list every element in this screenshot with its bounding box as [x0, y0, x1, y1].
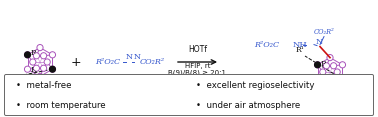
Circle shape	[38, 46, 42, 49]
Circle shape	[324, 75, 329, 81]
Text: R²O₂C: R²O₂C	[95, 58, 120, 66]
Circle shape	[30, 59, 36, 65]
Text: •  excellent regioselectivity: • excellent regioselectivity	[196, 82, 314, 91]
Circle shape	[316, 63, 319, 67]
Text: NH: NH	[292, 41, 307, 49]
Circle shape	[50, 66, 55, 72]
Circle shape	[34, 66, 38, 70]
Circle shape	[331, 63, 336, 69]
Text: CO₂R²: CO₂R²	[314, 28, 335, 36]
Text: HOTf: HOTf	[188, 45, 207, 54]
Circle shape	[341, 63, 344, 67]
Circle shape	[334, 69, 340, 75]
Text: R: R	[321, 60, 326, 68]
Circle shape	[51, 67, 54, 71]
Circle shape	[339, 76, 345, 82]
FancyBboxPatch shape	[5, 75, 373, 115]
Circle shape	[339, 76, 345, 82]
Circle shape	[41, 53, 46, 59]
Circle shape	[25, 52, 30, 58]
Text: R: R	[321, 76, 326, 84]
Text: CO₂R²: CO₂R²	[140, 58, 165, 66]
Circle shape	[341, 77, 344, 81]
Circle shape	[38, 75, 42, 78]
Circle shape	[50, 66, 55, 72]
Text: R²O₂C: R²O₂C	[254, 41, 279, 49]
Circle shape	[325, 64, 328, 68]
Text: •  under air atmosphere: • under air atmosphere	[196, 101, 300, 110]
Circle shape	[316, 77, 319, 81]
Circle shape	[37, 73, 43, 79]
Text: B(9)/B(8) ≥ 20:1: B(9)/B(8) ≥ 20:1	[169, 70, 226, 77]
Circle shape	[332, 64, 335, 68]
Circle shape	[324, 63, 329, 69]
Text: N: N	[125, 53, 133, 61]
Circle shape	[34, 54, 38, 58]
Circle shape	[314, 62, 321, 68]
Circle shape	[314, 62, 321, 68]
Text: R¹: R¹	[7, 77, 16, 85]
Circle shape	[335, 70, 339, 74]
Text: •  metal-free: • metal-free	[16, 82, 71, 91]
Circle shape	[331, 75, 336, 81]
Circle shape	[51, 53, 54, 57]
Circle shape	[321, 70, 325, 74]
Circle shape	[44, 59, 50, 65]
Circle shape	[31, 60, 35, 64]
Circle shape	[34, 65, 39, 71]
Circle shape	[37, 45, 43, 50]
Circle shape	[50, 52, 55, 58]
Text: •  room temperature: • room temperature	[16, 101, 105, 110]
Circle shape	[26, 53, 29, 57]
Circle shape	[327, 55, 333, 60]
Circle shape	[339, 62, 345, 68]
Circle shape	[320, 69, 326, 75]
Circle shape	[332, 76, 335, 80]
Circle shape	[325, 76, 328, 80]
Text: N: N	[133, 53, 141, 61]
Circle shape	[328, 56, 332, 59]
Circle shape	[328, 84, 332, 88]
Circle shape	[327, 84, 333, 89]
Circle shape	[25, 66, 30, 72]
Circle shape	[41, 65, 46, 71]
Circle shape	[45, 60, 49, 64]
Text: HFIP, rt: HFIP, rt	[185, 63, 210, 69]
Circle shape	[25, 52, 30, 58]
Circle shape	[34, 53, 39, 59]
Text: R¹: R¹	[295, 46, 304, 54]
Text: N: N	[315, 38, 323, 46]
Text: R: R	[31, 66, 36, 74]
Text: +: +	[71, 55, 81, 68]
Circle shape	[314, 76, 321, 82]
Circle shape	[42, 54, 45, 58]
Text: R: R	[31, 49, 36, 57]
Circle shape	[26, 67, 29, 71]
Circle shape	[42, 66, 45, 70]
